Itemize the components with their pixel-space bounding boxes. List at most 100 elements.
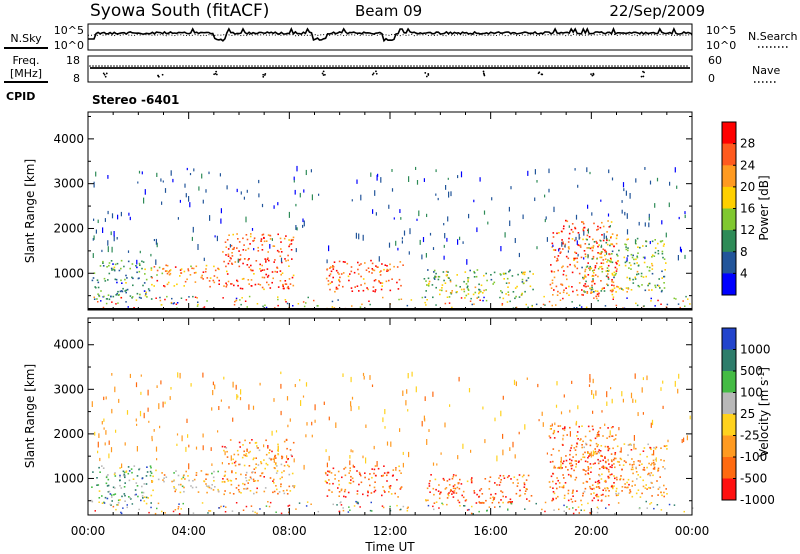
velocity-echo-cell xyxy=(553,465,556,468)
power-echo-cell xyxy=(141,267,143,270)
power-echo-cell xyxy=(604,251,607,253)
nave-point xyxy=(467,65,469,67)
velocity-echo-cell xyxy=(140,391,142,395)
velocity-echo-cell xyxy=(97,441,99,448)
velocity-echo-cell xyxy=(507,501,509,504)
power-echo-cell xyxy=(584,291,586,293)
velocity-echo-cell xyxy=(585,443,588,446)
nave-point xyxy=(413,65,415,67)
velocity-echo-cell xyxy=(618,464,621,466)
power-echo-cell xyxy=(626,257,628,262)
power-echo-cell xyxy=(560,230,563,233)
power-echo-cell xyxy=(532,273,534,275)
power-echo-cell xyxy=(601,221,603,224)
power-echo-cell xyxy=(376,266,379,268)
nave-point xyxy=(104,75,107,78)
power-echo-cell xyxy=(338,273,340,275)
velocity-echo-cell xyxy=(615,434,617,436)
power-echo-cell xyxy=(153,285,155,287)
power-echo-cell xyxy=(357,261,359,264)
velocity-echo-cell xyxy=(569,458,571,461)
nave-point xyxy=(548,65,550,67)
power-echo-cell xyxy=(589,265,591,268)
power-echo-cell xyxy=(582,221,584,223)
power-echo-cell xyxy=(444,233,446,239)
power-echo-cell xyxy=(630,289,633,291)
power-echo-cell xyxy=(97,281,100,284)
power-echo-cell xyxy=(229,257,232,259)
velocity-echo-cell xyxy=(591,511,593,513)
nave-point xyxy=(322,74,325,76)
velocity-echo-cell xyxy=(388,486,391,489)
velocity-echo-cell xyxy=(141,491,143,494)
velocity-echo-cell xyxy=(589,377,591,383)
nave-point xyxy=(617,65,619,67)
velocity-echo-cell xyxy=(343,468,345,470)
velocity-echo-cell xyxy=(613,463,615,465)
power-echo-cell xyxy=(344,261,346,263)
velocity-echo-cell xyxy=(424,418,426,422)
power-echo-cell xyxy=(626,229,629,235)
power-echo-cell xyxy=(435,193,437,196)
velocity-echo-cell xyxy=(478,510,480,513)
velocity-echo-cell xyxy=(623,460,626,462)
velocity-echo-cell xyxy=(164,512,166,514)
power-echo-cell xyxy=(156,172,158,177)
power-colorbar-tick-label: 16 xyxy=(740,202,755,216)
power-echo-cell xyxy=(288,211,290,218)
power-echo-cell xyxy=(562,248,564,250)
power-echo-cell xyxy=(571,238,574,240)
velocity-echo-cell xyxy=(289,490,292,492)
velocity-echo-cell xyxy=(607,495,610,497)
nave-point xyxy=(182,65,184,67)
velocity-echo-cell xyxy=(509,447,511,451)
velocity-echo-cell xyxy=(268,452,270,454)
nave-point xyxy=(581,65,583,67)
power-echo-cell xyxy=(662,245,665,247)
velocity-echo-cell xyxy=(635,471,638,473)
power-echo-cell xyxy=(475,275,478,278)
nave-point xyxy=(374,65,376,67)
velocity-echo-cell xyxy=(617,494,619,496)
velocity-echo-cell xyxy=(407,373,409,379)
power-echo-cell xyxy=(240,191,242,195)
velocity-echo-cell xyxy=(550,454,553,456)
power-echo-cell xyxy=(480,284,483,287)
power-echo-cell xyxy=(548,188,550,193)
power-echo-cell xyxy=(313,299,315,302)
power-echo-cell xyxy=(120,279,122,282)
velocity-echo-cell xyxy=(195,474,198,476)
velocity-echo-cell xyxy=(239,446,241,448)
power-echo-cell xyxy=(402,264,404,266)
power-echo-cell xyxy=(571,301,573,303)
velocity-echo-cell xyxy=(556,477,558,479)
power-echo-cell xyxy=(601,234,603,236)
velocity-echo-cell xyxy=(579,439,581,441)
velocity-echo-cell xyxy=(567,499,570,502)
power-echo-cell xyxy=(553,289,555,291)
power-echo-cell xyxy=(578,233,580,240)
nave-point xyxy=(116,65,118,67)
velocity-echo-cell xyxy=(369,484,371,487)
power-echo-cell xyxy=(437,278,440,281)
velocity-echo-cell xyxy=(465,499,468,501)
power-echo-cell xyxy=(426,213,428,218)
velocity-echo-cell xyxy=(546,452,548,455)
nave-point xyxy=(227,65,229,67)
velocity-echo-cell xyxy=(386,474,388,477)
power-echo-cell xyxy=(120,297,123,299)
power-echo-cell xyxy=(557,290,559,293)
power-echo-cell xyxy=(191,236,193,241)
velocity-echo-cell xyxy=(653,466,656,469)
power-echo-cell xyxy=(583,284,585,287)
power-echo-cell xyxy=(310,169,312,173)
velocity-echo-cell xyxy=(328,483,331,485)
power-echo-cell xyxy=(449,292,452,294)
velocity-echo-cell xyxy=(192,480,194,482)
nave-point xyxy=(218,65,220,67)
power-echo-cell xyxy=(521,281,524,283)
power-echo-cell xyxy=(399,209,401,214)
power-echo-cell xyxy=(679,306,681,309)
velocity-echo-cell xyxy=(245,471,248,474)
power-echo-cell xyxy=(132,296,134,298)
